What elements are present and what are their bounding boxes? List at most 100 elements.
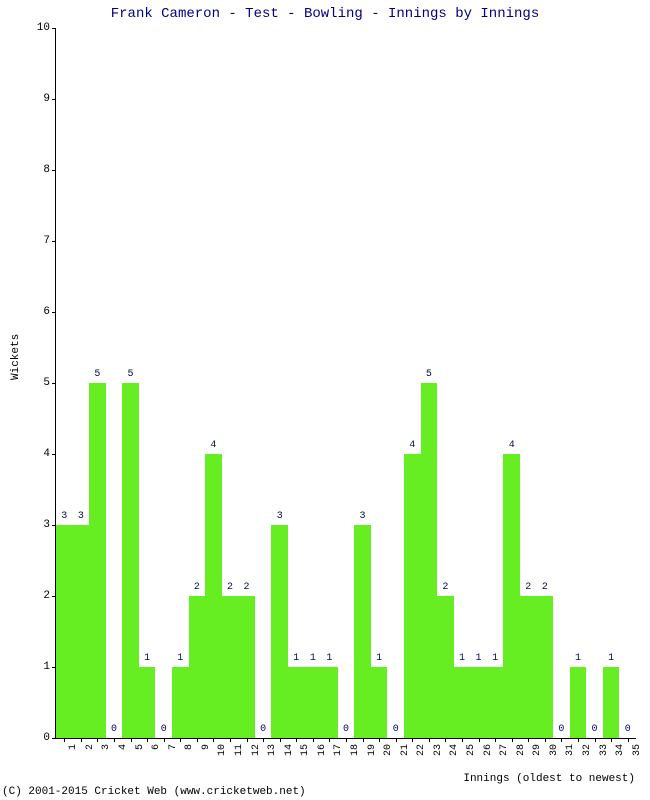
bar-value-label: 0 [111, 724, 117, 735]
x-tick-mark [512, 738, 513, 742]
x-tick-label: 31 [565, 744, 576, 756]
bar-value-label: 3 [78, 511, 84, 522]
x-tick-mark [213, 738, 214, 742]
bar-value-label: 3 [277, 511, 283, 522]
x-tick-mark [595, 738, 596, 742]
x-tick-label: 4 [118, 744, 129, 750]
x-tick-label: 10 [217, 744, 228, 756]
y-tick-mark [52, 99, 56, 100]
x-tick-mark [346, 738, 347, 742]
bar-value-label: 2 [525, 582, 531, 593]
x-tick-mark [114, 738, 115, 742]
bar [421, 383, 438, 738]
x-tick-mark [313, 738, 314, 742]
x-tick-mark [164, 738, 165, 742]
bar-value-label: 0 [592, 724, 598, 735]
x-tick-mark [147, 738, 148, 742]
bar [404, 454, 421, 738]
y-tick-label: 0 [28, 732, 50, 744]
y-tick-label: 5 [28, 377, 50, 389]
x-tick-mark [180, 738, 181, 742]
x-tick-mark [611, 738, 612, 742]
bar-value-label: 5 [94, 369, 100, 380]
x-tick-label: 9 [201, 744, 212, 750]
bar-value-label: 3 [61, 511, 67, 522]
x-tick-label: 19 [367, 744, 378, 756]
x-tick-label: 30 [549, 744, 560, 756]
x-tick-label: 14 [284, 744, 295, 756]
bar [73, 525, 90, 738]
x-tick-label: 28 [516, 744, 527, 756]
x-tick-mark [363, 738, 364, 742]
y-tick-mark [52, 738, 56, 739]
x-tick-label: 17 [333, 744, 344, 756]
x-tick-label: 13 [267, 744, 278, 756]
bar-value-label: 4 [409, 440, 415, 451]
bar [305, 667, 322, 738]
bar-value-label: 0 [393, 724, 399, 735]
bar-value-label: 1 [326, 653, 332, 664]
chart-title: Frank Cameron - Test - Bowling - Innings… [0, 6, 650, 22]
x-tick-mark [545, 738, 546, 742]
bar-value-label: 4 [210, 440, 216, 451]
bar-value-label: 2 [244, 582, 250, 593]
bar-value-label: 1 [144, 653, 150, 664]
x-tick-mark [412, 738, 413, 742]
x-tick-mark [528, 738, 529, 742]
bar [288, 667, 305, 738]
x-tick-mark [561, 738, 562, 742]
bar-value-label: 4 [509, 440, 515, 451]
x-tick-label: 22 [416, 744, 427, 756]
bar [371, 667, 388, 738]
bar-value-label: 0 [161, 724, 167, 735]
bar [454, 667, 471, 738]
bar-value-label: 1 [575, 653, 581, 664]
bar [122, 383, 139, 738]
x-tick-label: 16 [317, 744, 328, 756]
x-tick-label: 34 [615, 744, 626, 756]
bar-value-label: 1 [293, 653, 299, 664]
bar [89, 383, 106, 738]
x-tick-label: 24 [449, 744, 460, 756]
y-tick-label: 6 [28, 306, 50, 318]
x-tick-label: 32 [582, 744, 593, 756]
bar [238, 596, 255, 738]
x-tick-label: 27 [499, 744, 510, 756]
x-tick-mark [230, 738, 231, 742]
x-tick-label: 11 [234, 744, 245, 756]
bar-value-label: 2 [194, 582, 200, 593]
bar-value-label: 1 [459, 653, 465, 664]
bar-value-label: 0 [625, 724, 631, 735]
x-tick-label: 7 [168, 744, 179, 750]
x-tick-label: 21 [400, 744, 411, 756]
x-tick-label: 26 [483, 744, 494, 756]
y-tick-label: 8 [28, 164, 50, 176]
x-tick-label: 33 [599, 744, 610, 756]
bar [520, 596, 537, 738]
x-tick-label: 20 [383, 744, 394, 756]
x-tick-mark [97, 738, 98, 742]
x-tick-label: 18 [350, 744, 361, 756]
bar-value-label: 1 [476, 653, 482, 664]
bar [437, 596, 454, 738]
y-tick-mark [52, 28, 56, 29]
bar-value-label: 1 [310, 653, 316, 664]
y-tick-label: 10 [28, 22, 50, 34]
y-tick-mark [52, 241, 56, 242]
x-tick-label: 2 [85, 744, 96, 750]
x-tick-mark [379, 738, 380, 742]
x-tick-mark [280, 738, 281, 742]
x-tick-mark [247, 738, 248, 742]
bar-value-label: 2 [542, 582, 548, 593]
x-tick-mark [81, 738, 82, 742]
y-tick-mark [52, 383, 56, 384]
plot-area: 0123456789103132530455160718294102112120… [55, 28, 636, 739]
x-tick-mark [296, 738, 297, 742]
y-tick-label: 3 [28, 519, 50, 531]
bar-value-label: 2 [227, 582, 233, 593]
x-tick-label: 15 [300, 744, 311, 756]
y-tick-mark [52, 170, 56, 171]
bar [603, 667, 620, 738]
bar [271, 525, 288, 738]
x-tick-mark [64, 738, 65, 742]
